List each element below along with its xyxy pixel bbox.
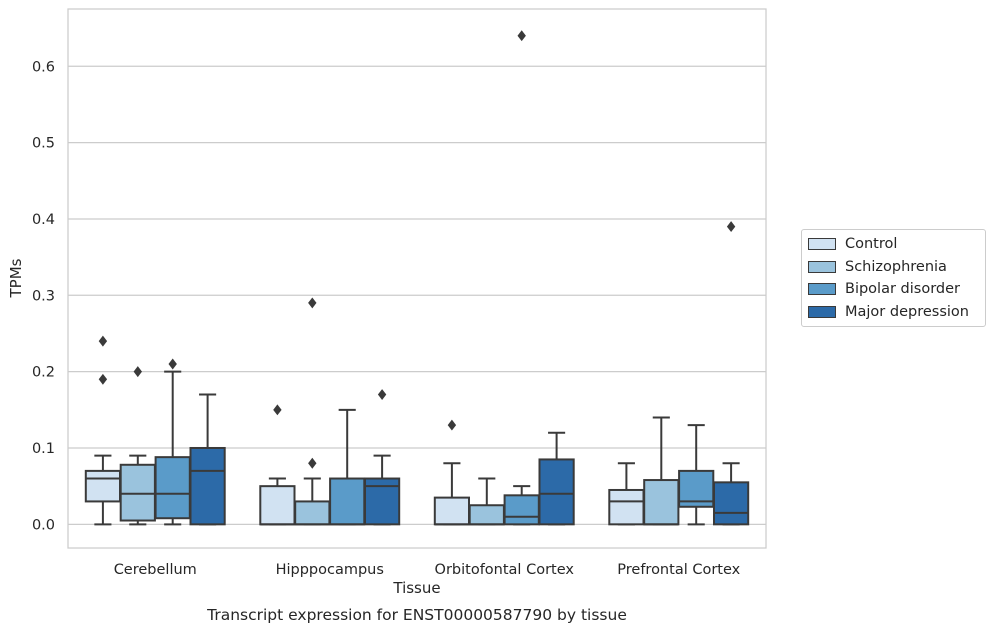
legend-swatch	[808, 260, 836, 273]
x-tick-labels: Cerebellum Hipppocampus Orbitofontal Corte…	[114, 562, 741, 578]
legend-item: Schizophrenia	[802, 256, 985, 279]
legend-label: Bipolar disorder	[845, 281, 960, 298]
boxes	[84, 30, 750, 526]
outlier-point	[447, 419, 457, 431]
legend-swatch	[808, 305, 836, 318]
box-iqr	[608, 488, 645, 526]
box-iqr	[189, 446, 226, 526]
y-tick-label: 0.2	[32, 365, 55, 381]
box-bipolar-disorder	[503, 30, 540, 526]
outlier-point	[308, 297, 317, 309]
y-axis-label: TPMs	[7, 258, 25, 298]
box-bipolar-disorder	[678, 424, 715, 526]
y-tick-label: 0.1	[32, 441, 55, 457]
box-schizophrenia	[643, 416, 680, 526]
legend: Control Schizophrenia Bipolar disorder Majo…	[801, 229, 986, 327]
y-tick-label: 0.0	[32, 517, 55, 533]
box-iqr	[712, 481, 750, 526]
gridlines	[68, 65, 766, 525]
legend-swatch	[808, 238, 836, 251]
outlier-point	[133, 366, 142, 378]
outlier-point	[98, 373, 108, 385]
legend-item: Major depression	[802, 301, 985, 324]
outlier-point	[377, 389, 387, 401]
x-tick-label: Orbitofontal Cortex	[435, 562, 575, 578]
outlier-point	[273, 404, 282, 416]
x-axis-label: Tissue	[393, 579, 441, 597]
x-tick-label: Prefrontal Cortex	[617, 562, 740, 578]
outlier-point	[308, 457, 317, 469]
box-bipolar-disorder	[154, 358, 191, 526]
y-tick-label: 0.4	[32, 212, 55, 228]
legend-item: Bipolar disorder	[802, 278, 985, 301]
chart-caption: Transcript expression for ENST0000058779…	[207, 606, 627, 624]
box-schizophrenia	[294, 297, 331, 526]
box-major-depression	[712, 221, 750, 526]
box-schizophrenia	[119, 366, 156, 526]
box-control	[259, 404, 296, 526]
legend-label: Control	[845, 236, 898, 253]
box-major-depression	[363, 389, 401, 526]
box-iqr	[154, 456, 191, 520]
outlier-point	[98, 335, 108, 347]
box-iqr	[329, 477, 366, 526]
outlier-point	[726, 221, 736, 233]
x-tick-label: Hipppocampus	[276, 562, 384, 578]
box-schizophrenia	[468, 477, 505, 526]
y-tick-label: 0.3	[32, 288, 55, 304]
box-control	[84, 335, 122, 526]
y-tick-labels: 0.0 0.1 0.2 0.3 0.4 0.5 0.6	[32, 59, 55, 533]
legend-item: Control	[802, 233, 985, 256]
box-iqr	[538, 458, 575, 526]
box-iqr	[119, 463, 156, 522]
box-iqr	[259, 485, 296, 526]
y-tick-label: 0.5	[32, 136, 55, 152]
y-tick-label: 0.6	[32, 59, 55, 75]
box-major-depression	[538, 431, 575, 526]
box-major-depression	[189, 393, 226, 526]
legend-swatch	[808, 283, 836, 296]
box-iqr	[294, 500, 331, 526]
box-bipolar-disorder	[329, 408, 366, 526]
box-iqr	[503, 494, 540, 526]
box-control	[433, 419, 471, 526]
box-control	[608, 462, 645, 526]
box-iqr	[643, 479, 680, 526]
box-iqr	[84, 469, 122, 503]
legend-label: Schizophrenia	[845, 258, 947, 275]
outlier-point	[168, 358, 177, 370]
box-iqr	[433, 496, 471, 526]
x-tick-label: Cerebellum	[114, 562, 197, 578]
outlier-point	[517, 30, 526, 42]
legend-label: Major depression	[845, 303, 969, 320]
box-iqr	[468, 504, 505, 526]
plot-frame	[67, 8, 767, 549]
